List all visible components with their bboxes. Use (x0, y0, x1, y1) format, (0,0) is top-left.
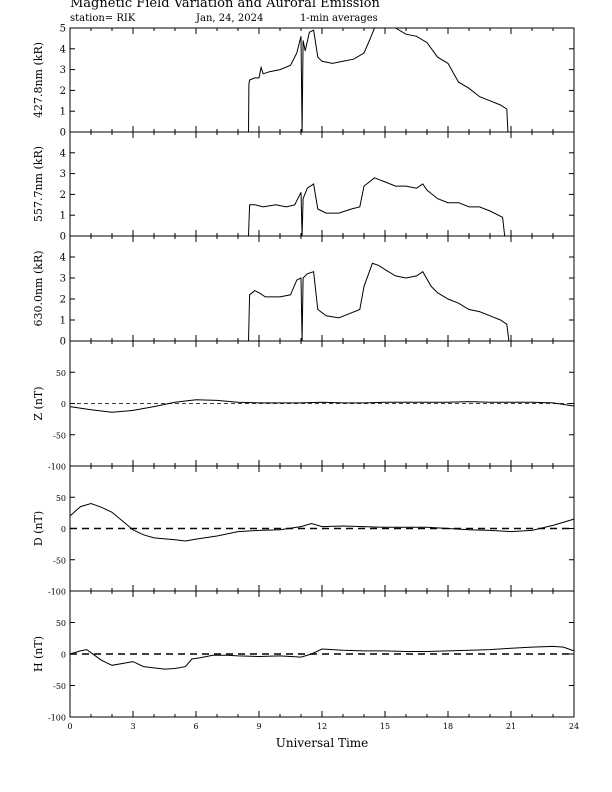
y-tick-label: 50 (56, 619, 66, 628)
figure-header: Magnetic Field Variation and Auroral Emi… (0, 0, 612, 30)
y-tick-label: 50 (56, 369, 66, 378)
y-axis-label: D (nT) (32, 511, 45, 546)
y-tick-label: 5 (60, 24, 66, 35)
x-axis-label: Universal Time (276, 736, 369, 750)
x-tick-label: 18 (443, 722, 453, 731)
series-line (246, 262, 543, 342)
y-tick-label: 0 (60, 232, 66, 243)
x-tick-label: 24 (569, 722, 579, 731)
chart-title: Magnetic Field Variation and Auroral Emi… (70, 0, 380, 11)
y-axis-label: 427.8nm (kR) (32, 42, 45, 118)
y-tick-label: -100 (48, 588, 66, 597)
averaging-label: 1-min averages (300, 13, 378, 24)
y-tick-label: 3 (60, 169, 66, 180)
x-tick-label: 0 (67, 722, 72, 731)
y-axis-label: 630.0nm (kR) (32, 250, 45, 326)
y-tick-label: 0 (60, 128, 66, 139)
y-axis-label: H (nT) (32, 636, 45, 672)
panel-6: -100 -50 0 50 H (nT) 0 3 6 9 12 15 18 21 24 Universal … (32, 590, 579, 750)
panel-5: -100 -50 0 50 D (nT) (32, 465, 575, 597)
y-tick-label: 4 (60, 148, 66, 159)
y-tick-label: 4 (60, 44, 66, 55)
series-line (238, 177, 543, 237)
series-line (69, 399, 575, 413)
station-label: station= RIK (70, 13, 136, 24)
y-tick-label: -50 (53, 682, 66, 691)
y-axis-label: 557.7nm (kR) (32, 146, 45, 222)
series-line (69, 645, 575, 670)
panel-3: 0 1 2 3 4 630.0nm (kR) (32, 235, 575, 348)
x-tick-label: 6 (193, 722, 198, 731)
x-tick-label: 12 (317, 722, 327, 731)
y-tick-label: 3 (60, 65, 66, 76)
panel-frame (69, 235, 575, 342)
y-tick-label: -50 (53, 431, 66, 440)
y-tick-label: 50 (56, 494, 66, 503)
y-tick-label: 4 (60, 253, 66, 264)
y-tick-label: 2 (60, 86, 66, 97)
y-axis-label: Z (nT) (32, 386, 45, 420)
date-label: Jan, 24, 2024 (196, 13, 264, 24)
panel-frame (69, 27, 575, 133)
y-tick-label: 1 (60, 316, 66, 327)
y-tick-label: -100 (48, 463, 66, 472)
y-tick-label: 0 (61, 651, 66, 660)
panel-1: 0 1 2 3 4 5 427.8nm (kR) (32, 24, 575, 139)
x-tick-label: 15 (380, 722, 390, 731)
y-tick-label: 2 (60, 295, 66, 306)
panel-2: 0 1 2 3 4 557.7nm (kR) (32, 131, 575, 243)
y-tick-label: 3 (60, 274, 66, 285)
y-tick-label: -100 (48, 714, 66, 723)
y-tick-label: 0 (60, 337, 66, 348)
y-tick-label: -50 (53, 556, 66, 565)
series-line (248, 27, 509, 133)
x-tick-label: 3 (130, 722, 135, 731)
y-tick-label: 1 (60, 211, 66, 222)
y-tick-label: 0 (61, 525, 66, 534)
panel-4: -100 -50 0 50 Z (nT) (32, 340, 575, 472)
panel-frame (69, 131, 575, 237)
x-tick-label: 9 (256, 722, 261, 731)
y-tick-label: 0 (61, 400, 66, 409)
y-tick-label: 2 (60, 190, 66, 201)
series-line (69, 502, 575, 542)
y-tick-label: 1 (60, 107, 66, 118)
x-tick-label: 21 (506, 722, 516, 731)
